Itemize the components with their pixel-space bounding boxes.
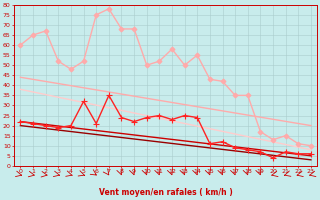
X-axis label: Vent moyen/en rafales ( km/h ): Vent moyen/en rafales ( km/h ) <box>99 188 233 197</box>
